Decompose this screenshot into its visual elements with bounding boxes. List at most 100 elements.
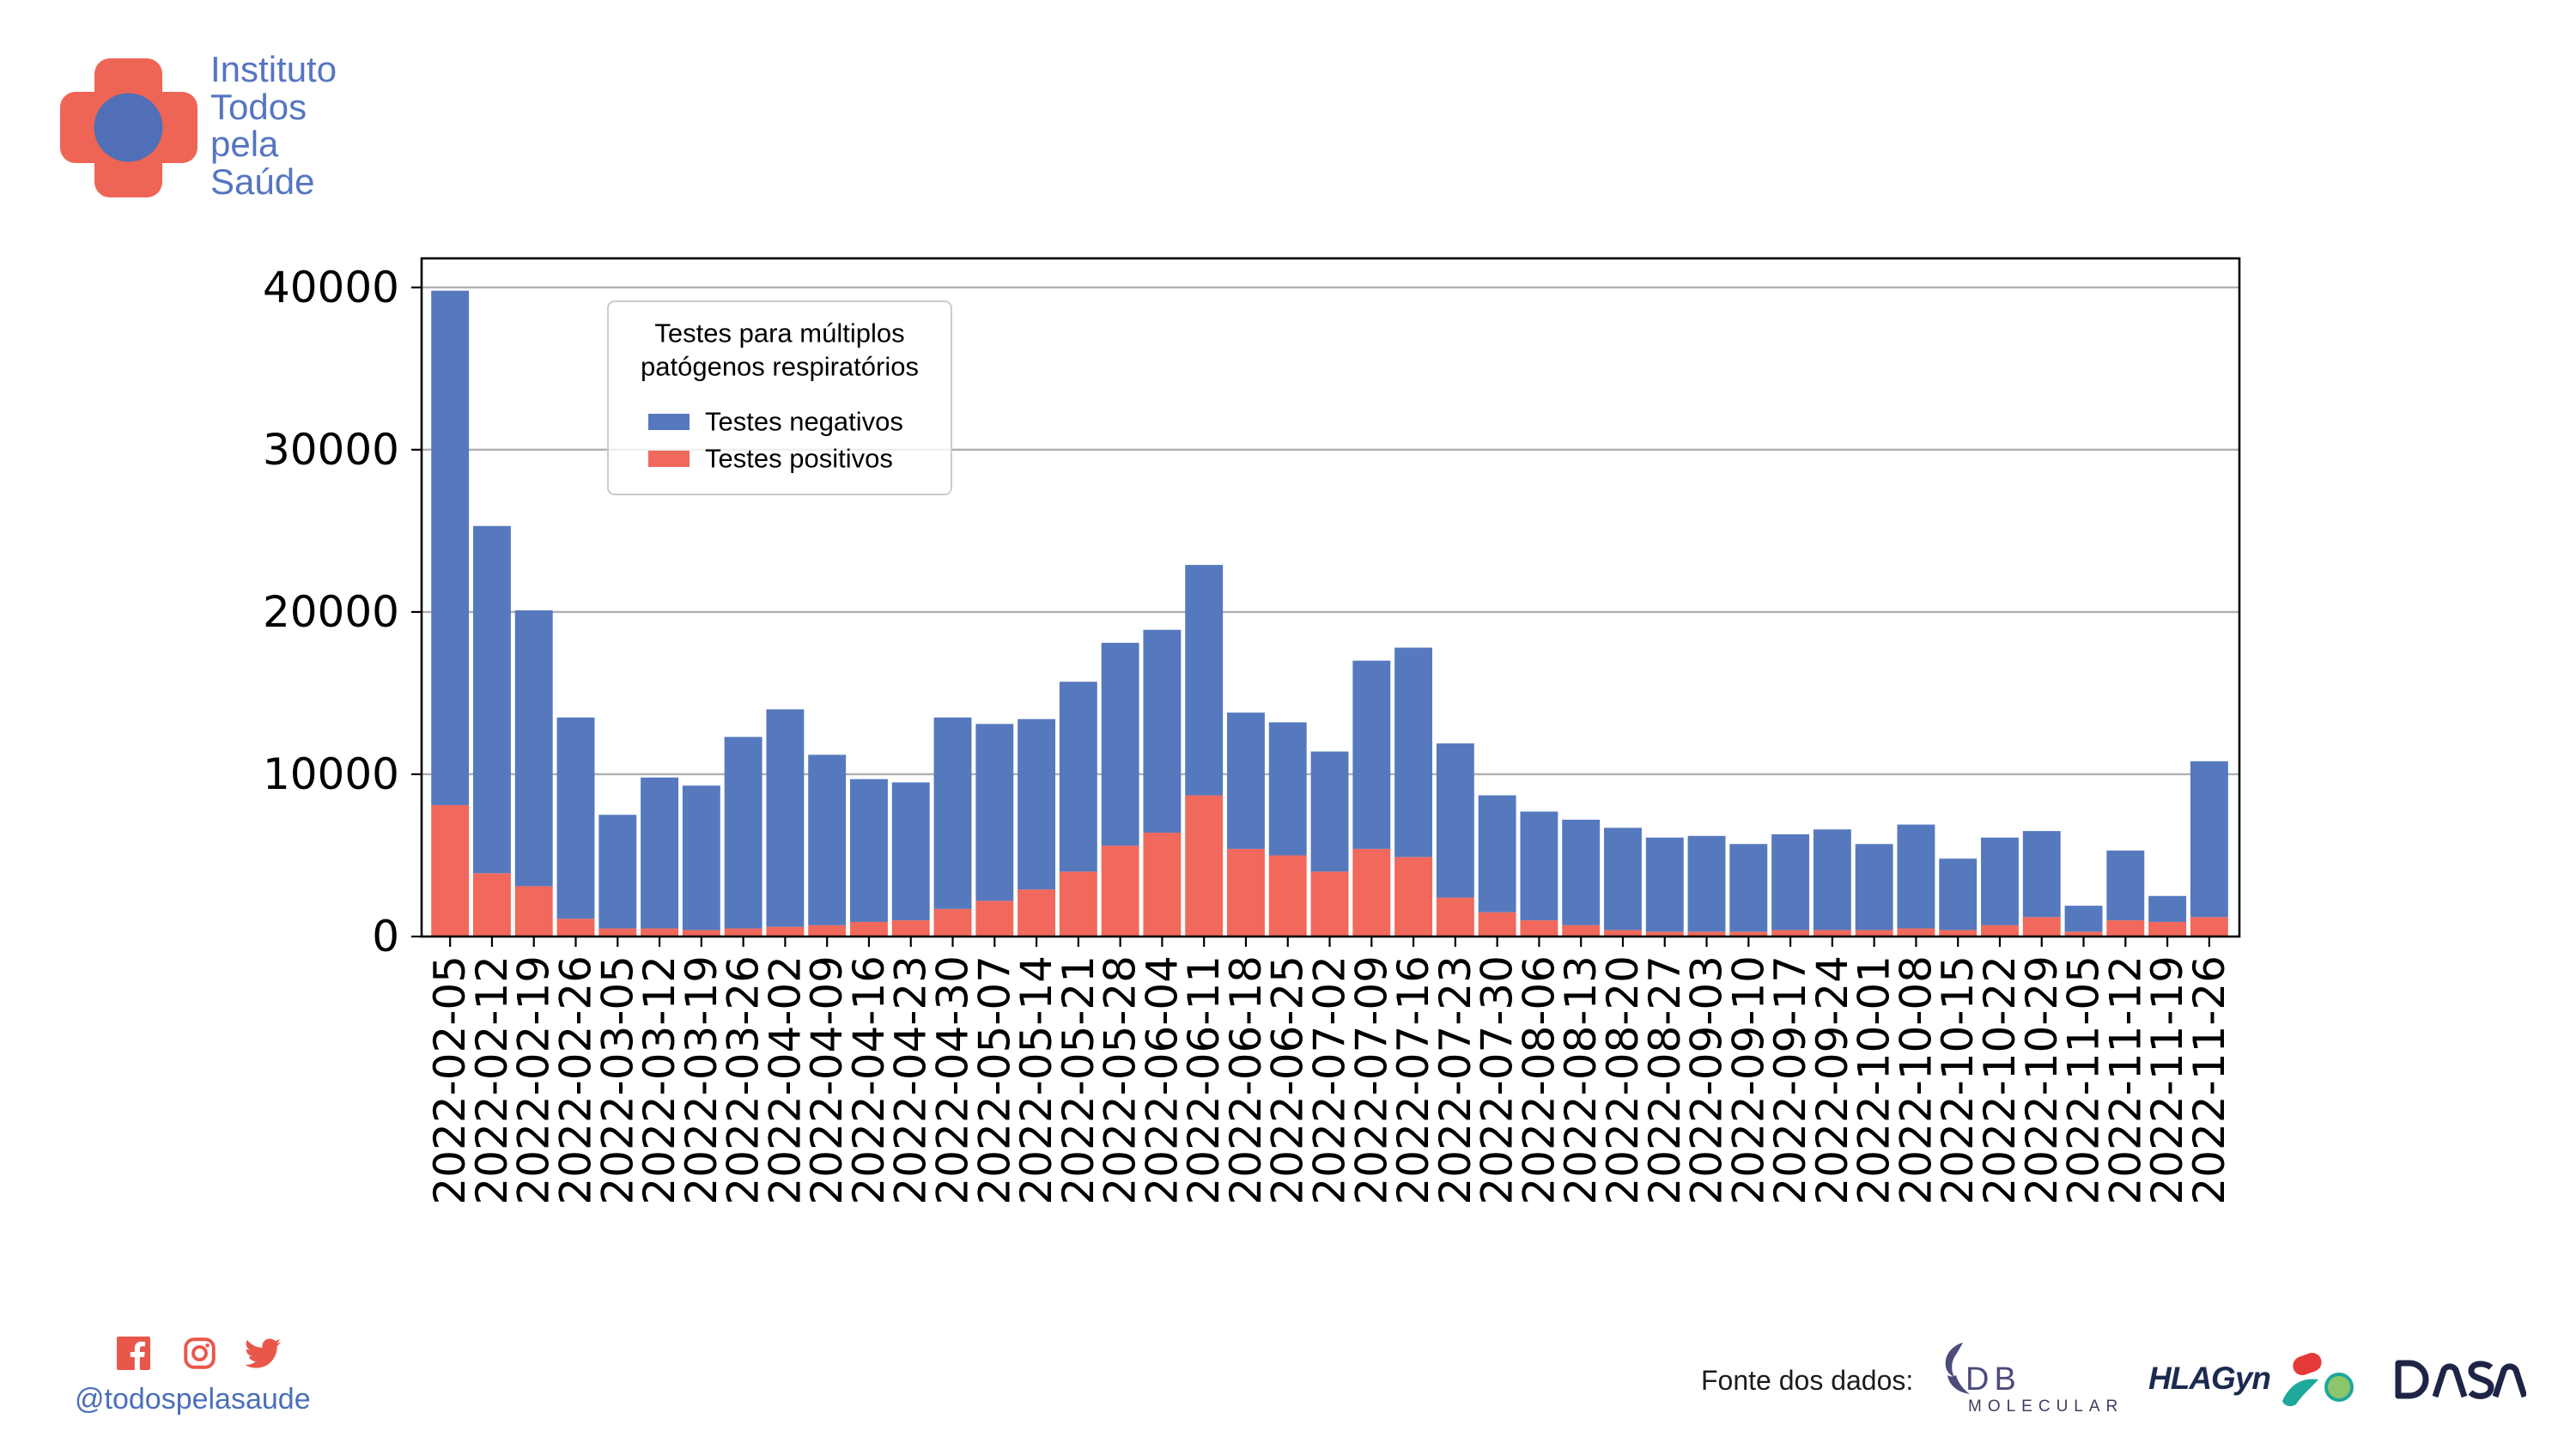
bar-testes-negativos <box>1855 844 1893 931</box>
bar-testes-positivos <box>1562 925 1601 937</box>
bar-testes-negativos <box>1018 718 1056 890</box>
bar-testes-positivos <box>514 886 553 937</box>
instagram-icon-dot <box>205 1343 210 1348</box>
bar-testes-positivos <box>431 804 470 937</box>
x-tick-label: 2022-03-26 <box>719 955 769 1205</box>
y-tick-label: 40000 <box>263 263 399 312</box>
bar-testes-negativos <box>975 724 1014 901</box>
bar-testes-negativos <box>514 610 553 887</box>
x-tick-label: 2022-11-19 <box>2142 955 2192 1205</box>
bar-testes-positivos <box>1771 930 1810 937</box>
bar-testes-positivos <box>2148 921 2187 937</box>
x-tick-label: 2022-03-05 <box>592 955 642 1205</box>
bar-testes-negativos <box>891 782 930 921</box>
x-tick-label: 2022-03-19 <box>677 955 726 1205</box>
bar-testes-negativos <box>1185 565 1224 796</box>
bar-testes-positivos <box>1352 848 1391 937</box>
x-tick-label: 2022-02-12 <box>467 955 517 1205</box>
bar-testes-positivos <box>2064 931 2103 937</box>
hlagyn-logo-ring <box>2324 1373 2354 1402</box>
bar-testes-positivos <box>1939 930 1978 937</box>
x-tick-label: 2022-10-15 <box>1933 955 1983 1205</box>
x-tick-label: 2022-06-25 <box>1263 955 1313 1205</box>
bar-testes-positivos <box>598 928 637 937</box>
x-tick-label: 2022-04-02 <box>760 955 810 1205</box>
bar-testes-positivos <box>808 925 847 937</box>
bar-testes-positivos <box>2106 920 2145 937</box>
bar-testes-positivos <box>850 921 888 937</box>
bar-testes-negativos <box>1143 629 1182 834</box>
legend-swatch <box>648 451 690 467</box>
bar-testes-negativos <box>1059 682 1097 872</box>
bar-testes-positivos <box>1729 931 1768 937</box>
brand-name-line: Todos <box>210 86 307 127</box>
bar-testes-positivos <box>1185 795 1224 937</box>
bar-testes-positivos <box>641 928 679 937</box>
hlagyn-logo-circle <box>2326 1374 2352 1400</box>
bar-testes-negativos <box>1813 829 1851 931</box>
bar-testes-positivos <box>1394 857 1433 937</box>
bar-testes-negativos <box>431 290 470 805</box>
bar-testes-positivos <box>975 900 1014 937</box>
x-tick-label: 2022-04-30 <box>928 955 978 1205</box>
bar-testes-positivos <box>1018 889 1056 937</box>
bar-testes-negativos <box>1897 824 1935 929</box>
bar-testes-positivos <box>1059 871 1097 937</box>
bar-testes-positivos <box>1101 846 1139 937</box>
x-tick-label: 2022-08-06 <box>1514 955 1564 1205</box>
x-tick-label: 2022-10-22 <box>1975 955 2025 1205</box>
bar-testes-negativos <box>1729 844 1768 932</box>
bar-testes-positivos <box>1520 920 1558 937</box>
bar-testes-negativos <box>1604 828 1642 931</box>
x-tick-label: 2022-05-28 <box>1096 955 1145 1205</box>
hlagyn-logo-icon <box>2282 1352 2354 1407</box>
twitter-icon <box>245 1338 281 1368</box>
x-tick-label: 2022-08-13 <box>1556 955 1606 1205</box>
x-tick-label: 2022-10-08 <box>1891 955 1941 1205</box>
hlagyn-logo-swoosh <box>2282 1379 2318 1407</box>
dasa-logo <box>2395 1360 2526 1399</box>
dasa-letter-d <box>2395 1360 2429 1399</box>
bar-testes-negativos <box>766 709 805 927</box>
bar-testes-positivos <box>766 926 805 937</box>
x-tick-label: 2022-02-19 <box>509 955 559 1205</box>
stacked-bar-chart: 0100002000030000400002022-02-052022-02-1… <box>263 257 2241 1205</box>
x-tick-label: 2022-06-04 <box>1137 955 1187 1205</box>
x-tick-label: 2022-07-09 <box>1346 955 1396 1205</box>
instagram-icon-lens <box>191 1345 208 1361</box>
db-molecular-logo-subtext: MOLECULAR <box>1968 1397 2124 1416</box>
bar-testes-negativos <box>1436 743 1474 898</box>
y-tick-label: 0 <box>372 912 399 961</box>
facebook-icon <box>117 1337 150 1370</box>
dasa-letter-a <box>2492 1363 2526 1398</box>
social-handle: @todospelasaude <box>75 1383 311 1416</box>
bar-testes-positivos <box>472 873 511 937</box>
bar-testes-positivos <box>1478 912 1516 937</box>
bar-testes-positivos <box>891 920 930 937</box>
bar-testes-negativos <box>682 785 720 931</box>
x-tick-label: 2022-11-26 <box>2184 955 2234 1205</box>
x-tick-label: 2022-09-24 <box>1807 955 1857 1205</box>
bar-testes-positivos <box>1855 930 1893 937</box>
y-tick-label: 20000 <box>263 587 399 637</box>
legend: Testes para múltiplos patógenos respirat… <box>607 300 952 495</box>
x-tick-label: 2022-11-05 <box>2059 955 2109 1205</box>
bar-testes-negativos <box>472 525 511 874</box>
dasa-logo-letters <box>2395 1360 2526 1399</box>
bar-testes-negativos <box>850 779 888 922</box>
twitter-icon-shape <box>245 1338 281 1368</box>
axis-ticks: 0100002000030000400002022-02-052022-02-1… <box>263 263 2234 1205</box>
x-tick-label: 2022-07-16 <box>1388 955 1438 1205</box>
bar-testes-negativos <box>1687 835 1726 932</box>
x-tick-label: 2022-04-09 <box>802 955 852 1205</box>
bar-testes-negativos <box>933 717 972 909</box>
x-tick-label: 2022-10-29 <box>2017 955 2067 1205</box>
bar-testes-negativos <box>1771 834 1810 931</box>
x-tick-label: 2022-07-30 <box>1473 955 1522 1205</box>
instagram-icon <box>184 1337 216 1369</box>
bar-testes-positivos <box>556 919 595 937</box>
bars <box>431 290 2228 937</box>
y-tick-label: 30000 <box>263 425 399 475</box>
instagram-icon-frame <box>184 1337 216 1369</box>
bar-testes-negativos <box>1227 712 1265 849</box>
